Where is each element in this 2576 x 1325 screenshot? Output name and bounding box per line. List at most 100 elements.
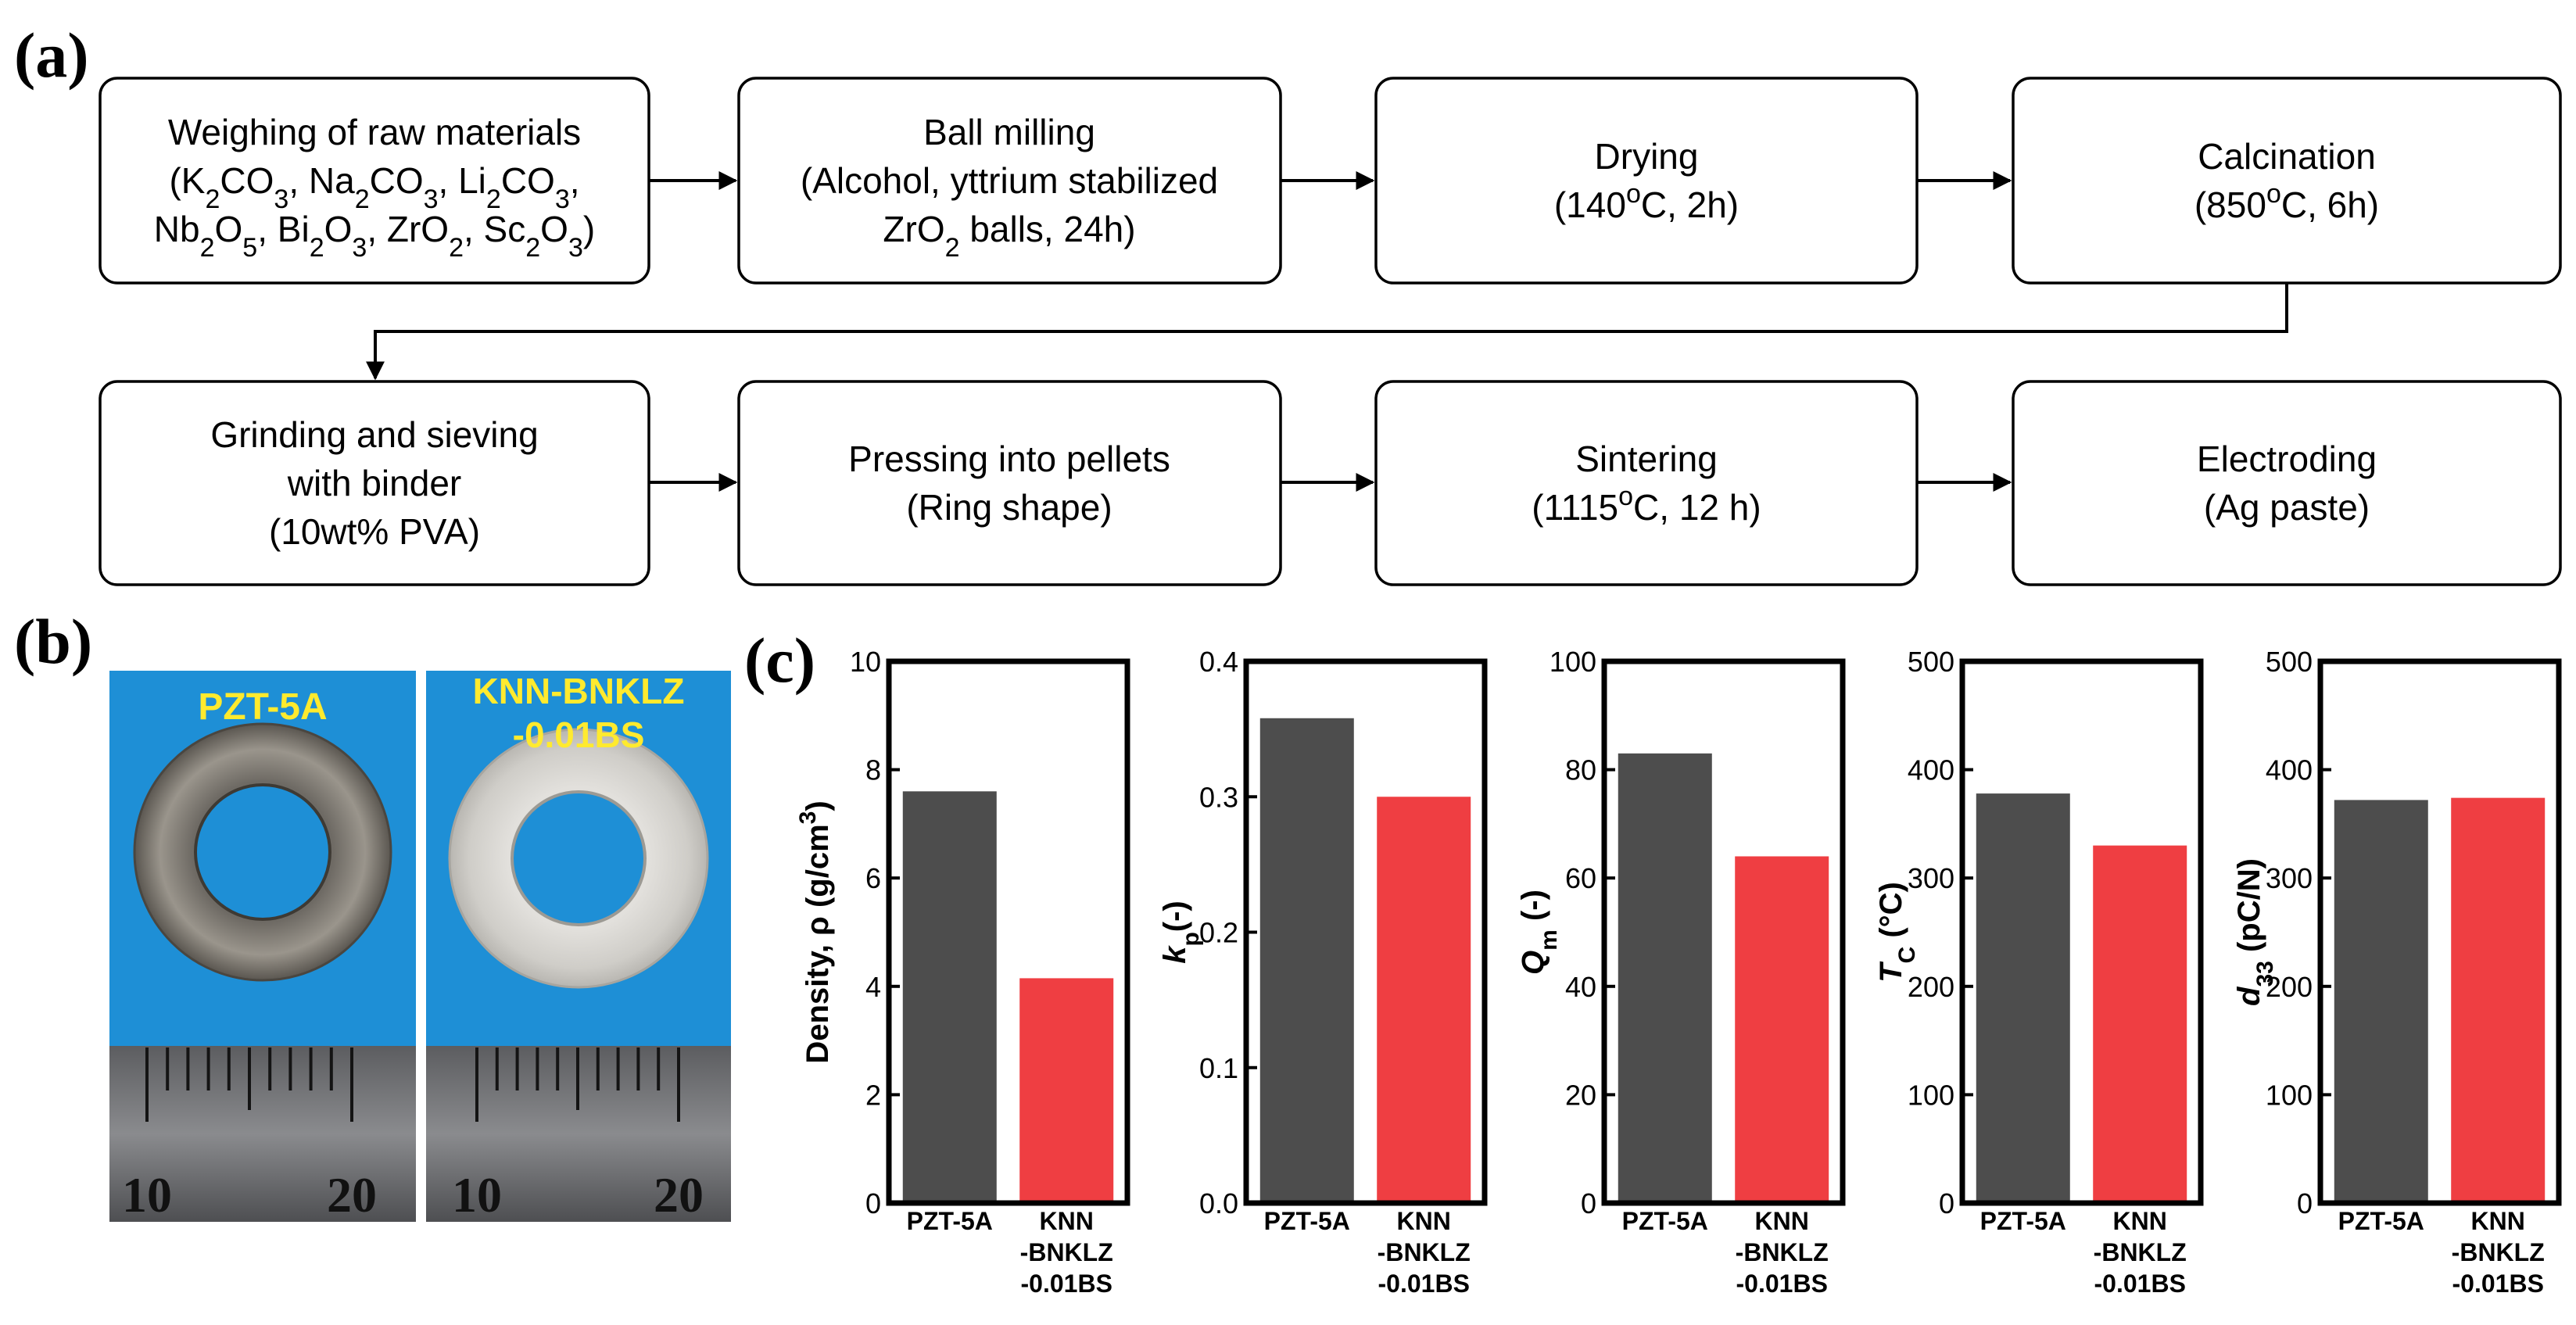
chart-4: 0 100 200 300 400 500 PZT-5A KNN -BNKLZ -0.01BS TC… [1874,646,2204,1298]
y-tick-label: 100 [1550,646,1596,678]
ruler-number-10: 10 [122,1167,172,1223]
property-bar-charts: 0 2 4 6 8 10 PZT-5A KNN -BNKLZ -0.01BS Density, ρ … [795,646,2562,1298]
x-tick-label: -BNKLZ [1378,1238,1471,1266]
y-tick-label: 400 [1908,754,1954,786]
y-tick-label: 300 [2266,862,2313,894]
step-7-line-2: (1115oC, 12 h) [1532,482,1761,528]
step-3-line-1: Drying [1595,136,1699,177]
step-8-line-2: (Ag paste) [2204,487,2370,528]
x-tick-label: -BNKLZ [2094,1238,2187,1266]
bar-pzt-5a [2334,800,2428,1203]
flow-arrow-wrap [366,283,2288,381]
bar-knn-bnklz [1735,856,1829,1203]
y-tick-label: 400 [2266,754,2313,786]
step-1-line-3: Nb2O5, Bi2O3, ZrO2, Sc2O3) [154,209,595,263]
y-tick-label: 60 [1565,862,1596,894]
chart-frame [886,658,1130,1206]
y-tick-label: 500 [2266,646,2313,678]
ruler-number-10: 10 [452,1167,502,1223]
y-tick-label: 0.3 [1199,781,1238,813]
x-tick-label: -0.01BS [1736,1269,1828,1298]
y-tick-label: 80 [1565,754,1596,786]
photo-label-knn-line2: -0.01BS [513,714,645,755]
x-tick-label: -0.01BS [2452,1269,2544,1298]
panel-label-a: (a) [14,20,89,91]
y-tick-label: 0.0 [1199,1187,1238,1219]
step-2-line-2: (Alcohol, yttrium stabilized [801,160,1218,201]
y-tick-label: 8 [865,754,881,786]
chart-5: 0 100 200 300 400 500 PZT-5A KNN -BNKLZ -0.01BS d3… [2232,646,2562,1298]
step-1-line-2: (K2CO3, Na2CO3, Li2CO3, [169,160,579,214]
ruler-ticks [145,1047,353,1122]
y-tick-label: 4 [865,971,881,1003]
step-5-line-2: with binder [287,463,461,503]
x-tick-label: KNN [2471,1207,2525,1235]
step-3-line-2: (140oC, 2h) [1554,179,1739,225]
bar-knn-bnklz [2093,845,2187,1203]
x-tick-label: KNN [2113,1207,2167,1235]
chart-3: 0 20 40 60 80 100 PZT-5A KNN -BNKLZ -0.01BS Qm (-) [1516,646,1846,1298]
step-8-line-1: Electroding [2197,439,2377,479]
step-box-pressing [737,380,1282,586]
bar-knn-bnklz [1377,797,1471,1203]
photo-label-knn-line1: KNN-BNKLZ [473,671,685,711]
ring-hole [194,783,331,921]
panel-label-c: (c) [744,625,815,696]
y-tick-label: 40 [1565,971,1596,1003]
bar-knn-bnklz [2451,797,2546,1203]
y-axis-label: d33 (pC/N) [2232,858,2278,1006]
ruler-number-20: 20 [327,1167,377,1223]
x-tick-label: KNN [1397,1207,1451,1235]
ring-hole [511,790,647,926]
y-tick-label: 2 [865,1079,881,1111]
step-4-line-2: (850oC, 6h) [2194,179,2379,225]
x-tick-label: -0.01BS [1378,1269,1470,1298]
ruler-image [109,1046,416,1222]
y-tick-label: 500 [1908,646,1954,678]
y-tick-label: 100 [1908,1079,1954,1111]
chart-2: 0.0 0.1 0.2 0.3 0.4 PZT-5A KNN -BNKLZ -0.01BS kp(… [1158,646,1488,1298]
chart-frame [1601,658,1846,1206]
step-7-line-1: Sintering [1575,439,1718,479]
y-axis-label: kp(-) [1158,901,1204,964]
photo-label-pzt: PZT-5A [198,686,327,728]
chart-frame [1959,658,2204,1206]
x-tick-label: KNN [1040,1207,1094,1235]
x-tick-label: PZT-5A [1622,1207,1708,1235]
step-4-line-1: Calcination [2198,136,2376,177]
step-5-line-1: Grinding and sieving [210,414,538,455]
step-5-line-3: (10wt% PVA) [269,511,480,552]
x-tick-label: PZT-5A [1980,1207,2066,1235]
step-6-line-1: Pressing into pellets [848,439,1170,479]
y-tick-label: 20 [1565,1079,1596,1111]
photo-pzt-5a: PZT-5A 10 20 [109,671,416,1223]
chart-frame [2317,658,2562,1206]
y-tick-label: 6 [865,862,881,894]
y-tick-label: 100 [2266,1079,2313,1111]
y-axis-label: TC (°C) [1874,882,1920,983]
y-tick-label: 0.4 [1199,646,1238,678]
y-tick-label: 0 [865,1187,881,1219]
y-axis-label: Density, ρ (g/cm3) [795,800,836,1063]
x-tick-label: -BNKLZ [2452,1238,2545,1266]
y-tick-label: 0 [1581,1187,1596,1219]
bar-knn-bnklz [1019,978,1114,1203]
step-box-electroding [2012,380,2562,586]
y-tick-label: 200 [2266,971,2313,1003]
chart-1: 0 2 4 6 8 10 PZT-5A KNN -BNKLZ -0.01BS Density, ρ … [795,646,1130,1298]
x-tick-label: KNN [1755,1207,1809,1235]
x-tick-label: -0.01BS [2094,1269,2186,1298]
x-tick-label: -0.01BS [1021,1269,1112,1298]
step-6-line-2: (Ring shape) [906,487,1112,528]
x-tick-label: -BNKLZ [1020,1238,1113,1266]
bar-pzt-5a [1618,753,1712,1203]
step-2-line-1: Ball milling [923,112,1095,152]
process-flowchart: Weighing of raw materials (K2CO3, Na2CO3,… [99,77,2562,586]
x-tick-label: PZT-5A [907,1207,993,1235]
bar-pzt-5a [1976,793,2070,1203]
step-box-sintering [1374,380,1919,586]
y-tick-label: 10 [850,646,881,678]
x-tick-label: PZT-5A [1264,1207,1350,1235]
step-box-drying [1374,77,1919,285]
